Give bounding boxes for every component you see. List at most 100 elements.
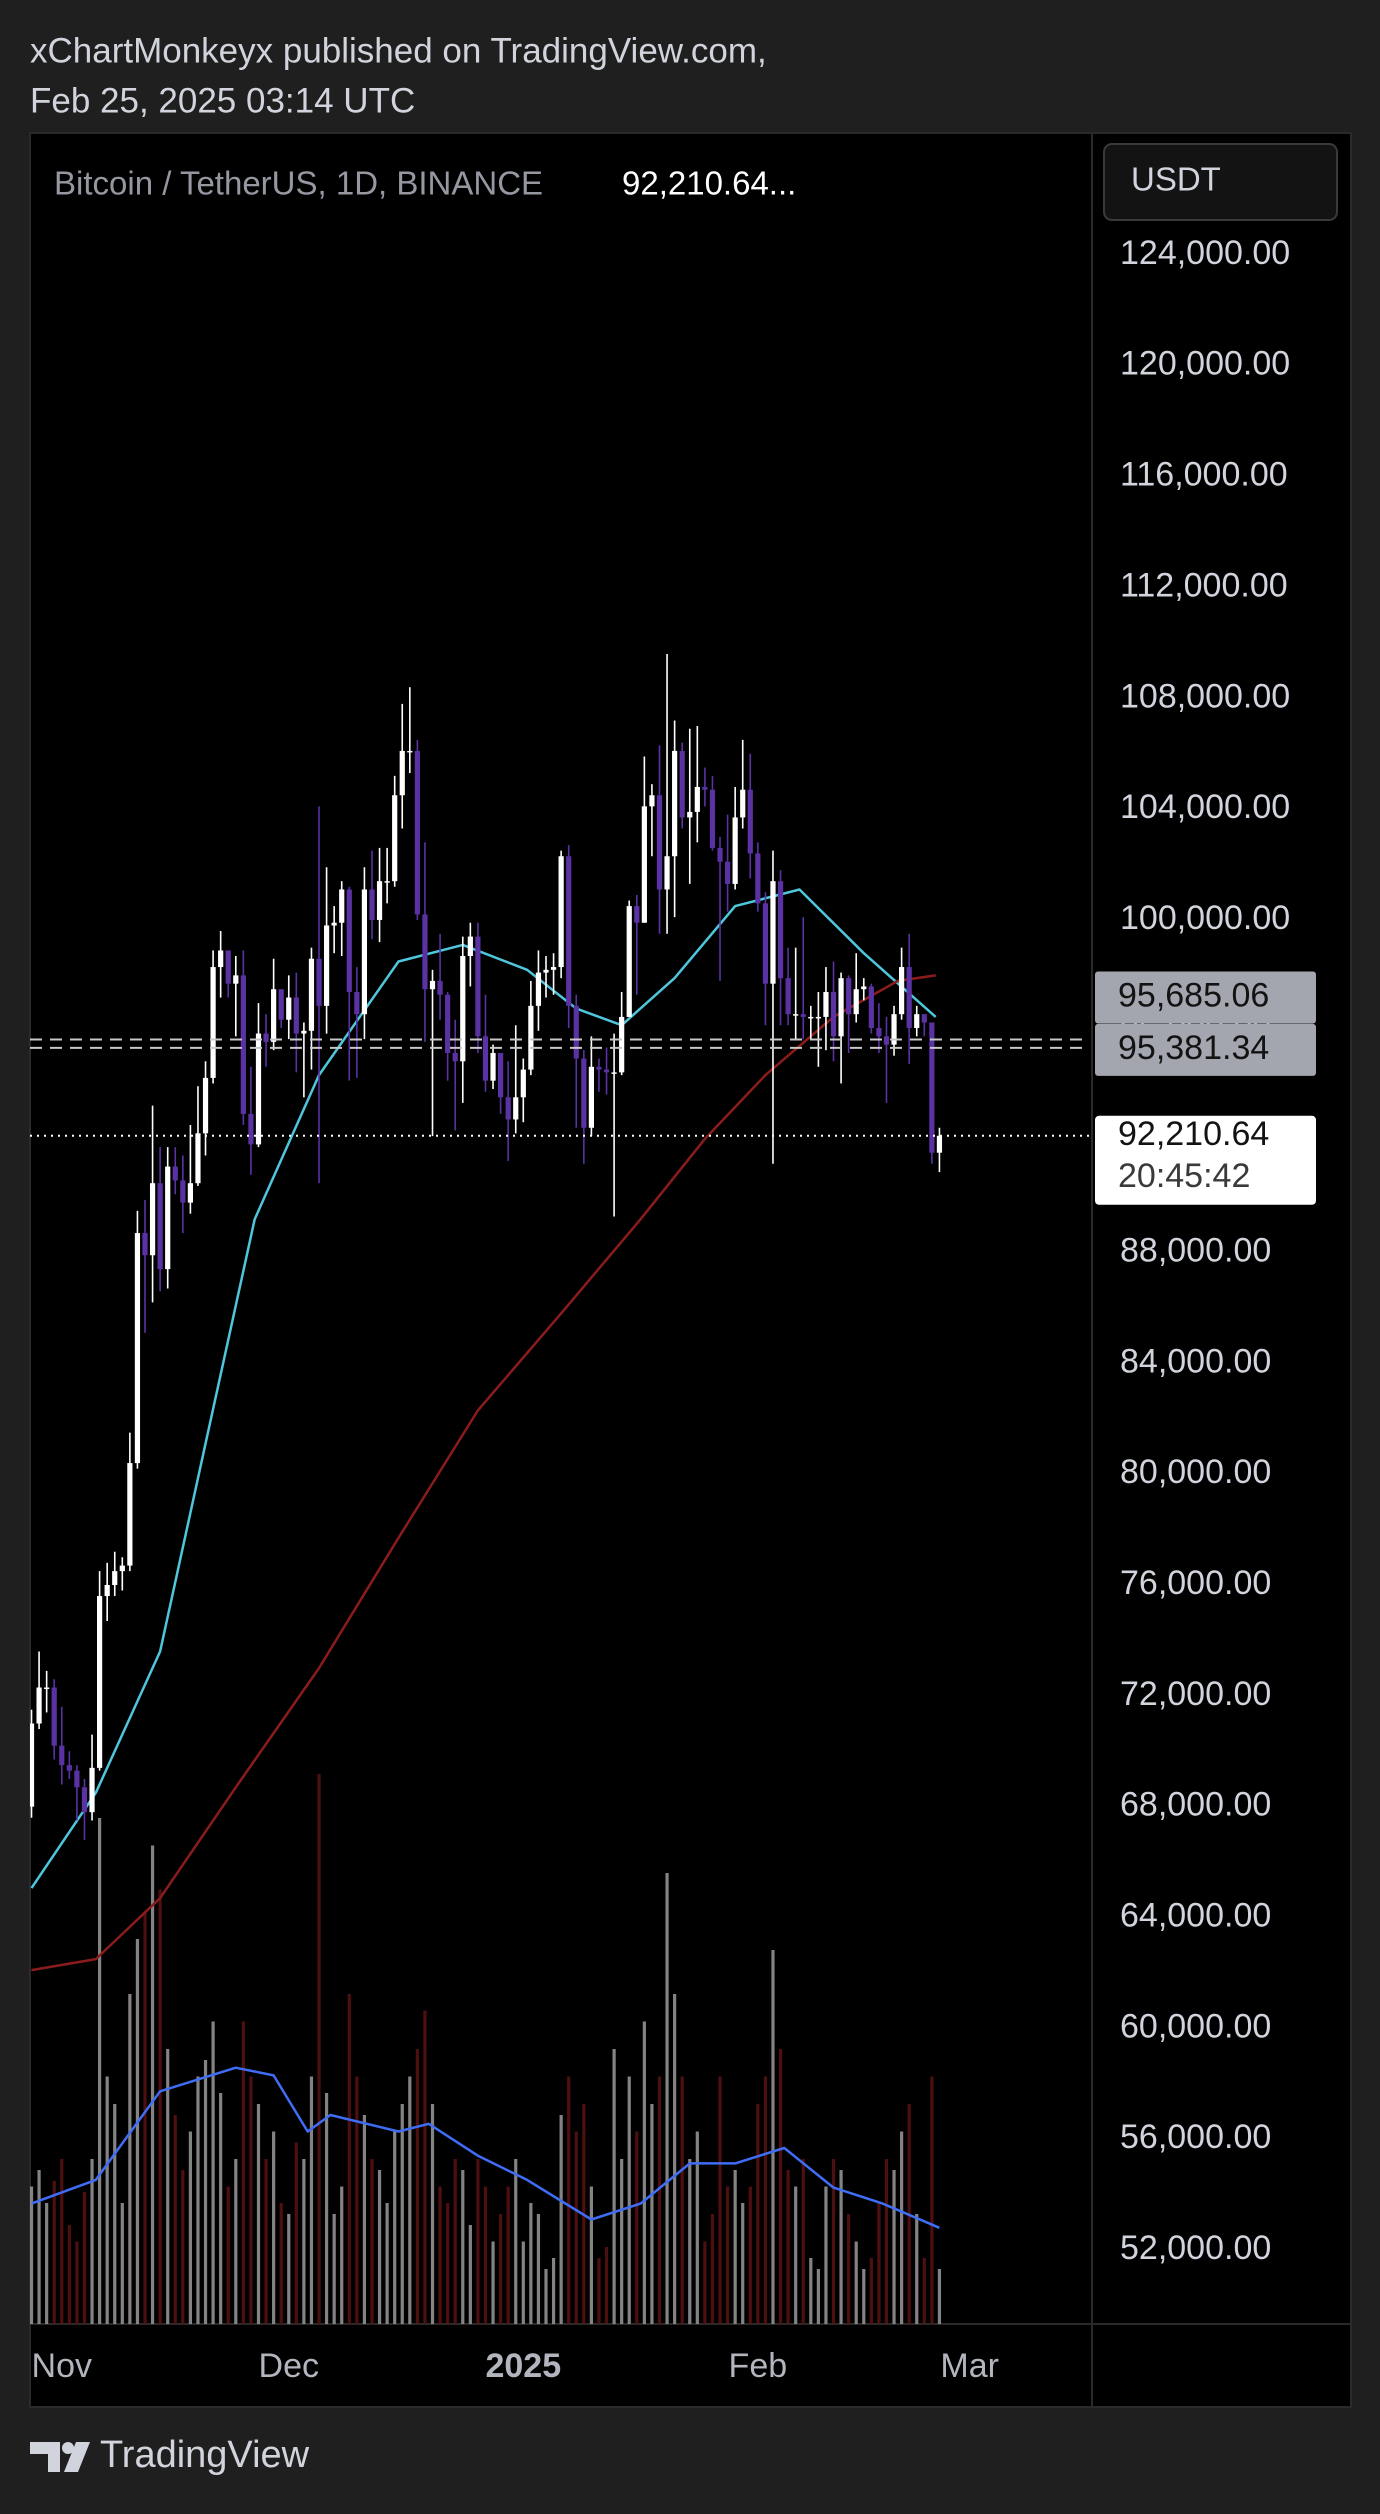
volume-bar xyxy=(60,2159,64,2324)
candle-body xyxy=(127,1463,133,1566)
volume-bar xyxy=(763,2076,768,2324)
y-tick-label: 88,000.00 xyxy=(1120,1231,1271,1269)
candle-body xyxy=(233,975,239,984)
volume-bar xyxy=(688,2159,692,2324)
candle-body xyxy=(535,972,542,1006)
candle-body xyxy=(422,914,428,990)
volume-bar xyxy=(862,2269,866,2324)
candle-body xyxy=(376,881,383,920)
volume-bar xyxy=(703,2241,707,2324)
volume-bar xyxy=(188,2131,192,2324)
y-tick-label: 84,000.00 xyxy=(1120,1342,1271,1380)
volume-bar xyxy=(105,2076,109,2324)
volume-bar xyxy=(150,1845,155,2324)
candle-body xyxy=(808,1016,814,1019)
candle-body xyxy=(316,958,322,1006)
volume-bar xyxy=(725,2186,730,2324)
candle-body xyxy=(929,1022,935,1153)
volume-bar xyxy=(67,2225,71,2324)
volume-bar xyxy=(377,2170,382,2324)
volume-bar xyxy=(748,2186,752,2324)
x-tick-label: 2025 xyxy=(485,2347,561,2385)
symbol-title: Bitcoin / TetherUS, 1D, BINANCE xyxy=(54,165,543,202)
volume-bar xyxy=(461,2170,465,2324)
volume-bar xyxy=(249,2076,253,2324)
candle-body xyxy=(460,955,466,1062)
candle-body xyxy=(104,1584,110,1597)
candle-body xyxy=(149,1183,156,1256)
candle-body xyxy=(59,1745,65,1766)
volume-bar xyxy=(241,2021,245,2324)
candle-body xyxy=(331,922,337,926)
candle-body xyxy=(467,936,473,956)
candle-body xyxy=(293,997,299,1034)
volume-bar xyxy=(824,2186,828,2324)
candle-body xyxy=(649,795,655,807)
candle-body xyxy=(392,795,398,882)
y-tick-label: 56,000.00 xyxy=(1120,2118,1271,2156)
candle-body xyxy=(51,1687,57,1746)
volume-bar xyxy=(786,2170,790,2324)
candle-body xyxy=(588,1066,594,1128)
candle-body xyxy=(581,1058,587,1128)
volume-bar xyxy=(30,2186,34,2324)
candle-body xyxy=(709,789,716,848)
volume-bar xyxy=(90,2159,94,2324)
candle-body xyxy=(112,1571,118,1585)
candle-body xyxy=(740,789,746,818)
candle-body xyxy=(566,856,572,1006)
volume-bar xyxy=(794,2186,798,2324)
currency-button[interactable] xyxy=(1103,143,1338,221)
candle-body xyxy=(664,856,670,890)
volume-bar xyxy=(847,2214,851,2324)
volume-bar xyxy=(937,2269,942,2324)
volume-bar xyxy=(892,2170,896,2324)
volume-bar xyxy=(756,2104,760,2324)
volume-bar xyxy=(453,2159,457,2324)
candle-body xyxy=(399,750,405,796)
volume-bar xyxy=(483,2186,488,2324)
candle-body xyxy=(558,856,564,968)
candle-body xyxy=(119,1565,125,1572)
volume-bar xyxy=(839,2170,843,2324)
y-tick-label: 68,000.00 xyxy=(1120,1786,1271,1824)
volume-bar xyxy=(733,2170,737,2324)
moving-average xyxy=(31,2066,940,2229)
volume-bar xyxy=(869,2258,873,2324)
candle-body xyxy=(603,1069,610,1073)
volume-bar xyxy=(309,2076,314,2324)
volume-bar xyxy=(332,2214,336,2324)
volume-bar xyxy=(650,2104,654,2324)
candle-body xyxy=(157,1183,163,1270)
volume-bar xyxy=(98,1818,102,2324)
candle-body xyxy=(308,958,315,1031)
candle-body xyxy=(66,1765,72,1771)
publish-date: Feb 25, 2025 03:14 UTC xyxy=(30,81,415,120)
candle-body xyxy=(853,989,859,1015)
volume-bar xyxy=(597,2258,601,2324)
volume-bar xyxy=(627,2076,631,2324)
candle-body xyxy=(301,1030,307,1034)
candle-body xyxy=(762,903,769,984)
volume-bar xyxy=(234,2159,238,2324)
candle-body xyxy=(626,906,632,1017)
candle-body xyxy=(271,989,277,1042)
candle-body xyxy=(921,1014,927,1023)
candle-body xyxy=(74,1770,80,1788)
candle-body xyxy=(717,847,723,862)
price-badge-label: 95,381.34 xyxy=(1118,1029,1269,1067)
volume-bar xyxy=(574,2131,578,2324)
x-tick-label: Mar xyxy=(940,2347,999,2385)
volume-bar xyxy=(922,2258,926,2324)
volume-bar xyxy=(642,2021,646,2324)
volume-bar xyxy=(385,2203,389,2324)
volume-bar xyxy=(158,1889,162,2324)
price-badge xyxy=(1095,971,1316,1024)
volume-bar xyxy=(604,2247,609,2324)
candle-body xyxy=(180,1180,186,1203)
candle-body xyxy=(278,989,284,1020)
candle-body xyxy=(838,978,844,1037)
volume-bar xyxy=(128,1994,132,2324)
volume-bar xyxy=(718,2076,722,2324)
symbol-price: 92,210.64... xyxy=(622,165,796,202)
